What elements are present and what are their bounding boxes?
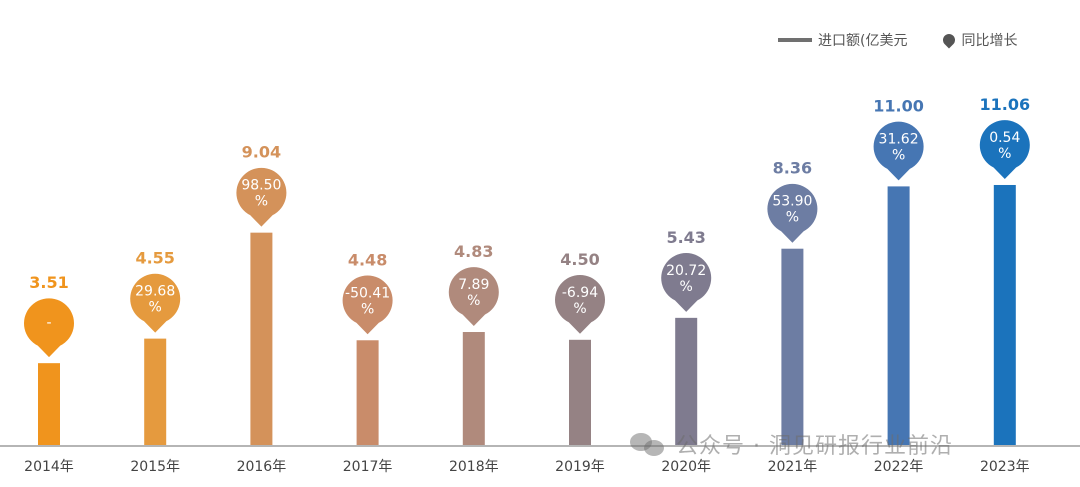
bar: [38, 363, 60, 446]
bar: [675, 317, 698, 446]
growth-unit-label: %: [892, 147, 905, 163]
wechat-icon: [628, 429, 668, 459]
growth-label: 20.72: [666, 263, 706, 279]
value-label: 3.51: [29, 273, 68, 292]
growth-unit-label: %: [573, 301, 586, 317]
value-label: 11.00: [873, 96, 924, 115]
growth-unit-label: %: [680, 279, 693, 295]
growth-pin: [661, 253, 712, 312]
growth-unit-label: %: [998, 146, 1011, 162]
growth-label: -50.41: [345, 285, 390, 301]
growth-pin: [236, 167, 287, 227]
growth-label: 98.50: [241, 178, 281, 194]
x-tick-label: 2016年: [237, 459, 287, 475]
value-label: 11.06: [979, 95, 1030, 114]
bar: [569, 339, 591, 446]
x-tick-label: 2017年: [343, 459, 393, 475]
x-tick-label: 2014年: [24, 459, 74, 475]
x-tick-label: 2020年: [661, 459, 711, 475]
growth-pin: [448, 267, 499, 327]
value-label: 4.55: [135, 249, 174, 268]
growth-unit-label: %: [786, 210, 799, 226]
growth-label: 31.62: [879, 131, 919, 147]
x-tick-label: 2023年: [980, 459, 1030, 475]
legend-line-swatch: [778, 38, 812, 42]
growth-unit-label: %: [361, 301, 374, 317]
growth-unit-label: %: [467, 293, 480, 309]
legend-label-import: 进口额(亿美元: [818, 33, 908, 49]
growth-pin: [342, 275, 393, 335]
value-label: 8.36: [773, 159, 812, 178]
legend-item-growth: 同比增长: [940, 30, 1018, 50]
legend-label-growth: 同比增长: [961, 33, 1018, 49]
growth-pin: [130, 273, 181, 333]
bar: [144, 338, 167, 446]
growth-pin: [767, 183, 818, 243]
growth-label: -6.94: [562, 285, 598, 301]
x-tick-label: 2015年: [130, 459, 180, 475]
growth-label: 29.68: [135, 284, 175, 300]
growth-label: -: [46, 315, 51, 331]
legend: 进口额(亿美元 同比增长: [778, 30, 1017, 50]
growth-unit-label: %: [149, 300, 162, 316]
x-tick-label: 2019年: [555, 459, 605, 475]
bar: [993, 184, 1016, 446]
watermark: 公众号 · 洞见研报行业前沿: [628, 428, 953, 460]
growth-pin: [555, 274, 606, 334]
value-label: 9.04: [242, 143, 281, 162]
location-pin-icon: [940, 31, 958, 49]
bar: [356, 340, 379, 446]
x-tick-label: 2021年: [768, 459, 818, 475]
value-label: 4.48: [348, 250, 387, 269]
bar: [781, 248, 804, 446]
growth-pin: [979, 120, 1030, 179]
growth-label: 53.90: [772, 194, 812, 210]
value-label: 4.50: [560, 250, 599, 269]
x-tick-label: 2022年: [874, 459, 924, 475]
bar: [462, 332, 485, 446]
growth-label: 0.54: [989, 130, 1020, 146]
value-label: 4.83: [454, 242, 493, 261]
value-label: 5.43: [666, 228, 705, 247]
growth-unit-label: %: [255, 194, 268, 210]
legend-item-import: 进口额(亿美元: [778, 30, 907, 50]
growth-pin: [873, 121, 924, 181]
growth-pin: [24, 298, 75, 358]
watermark-text: 公众号 · 洞见研报行业前沿: [676, 434, 953, 459]
x-tick-label: 2018年: [449, 459, 499, 475]
bar: [250, 232, 273, 446]
growth-label: 7.89: [458, 277, 489, 293]
bar: [887, 186, 910, 446]
